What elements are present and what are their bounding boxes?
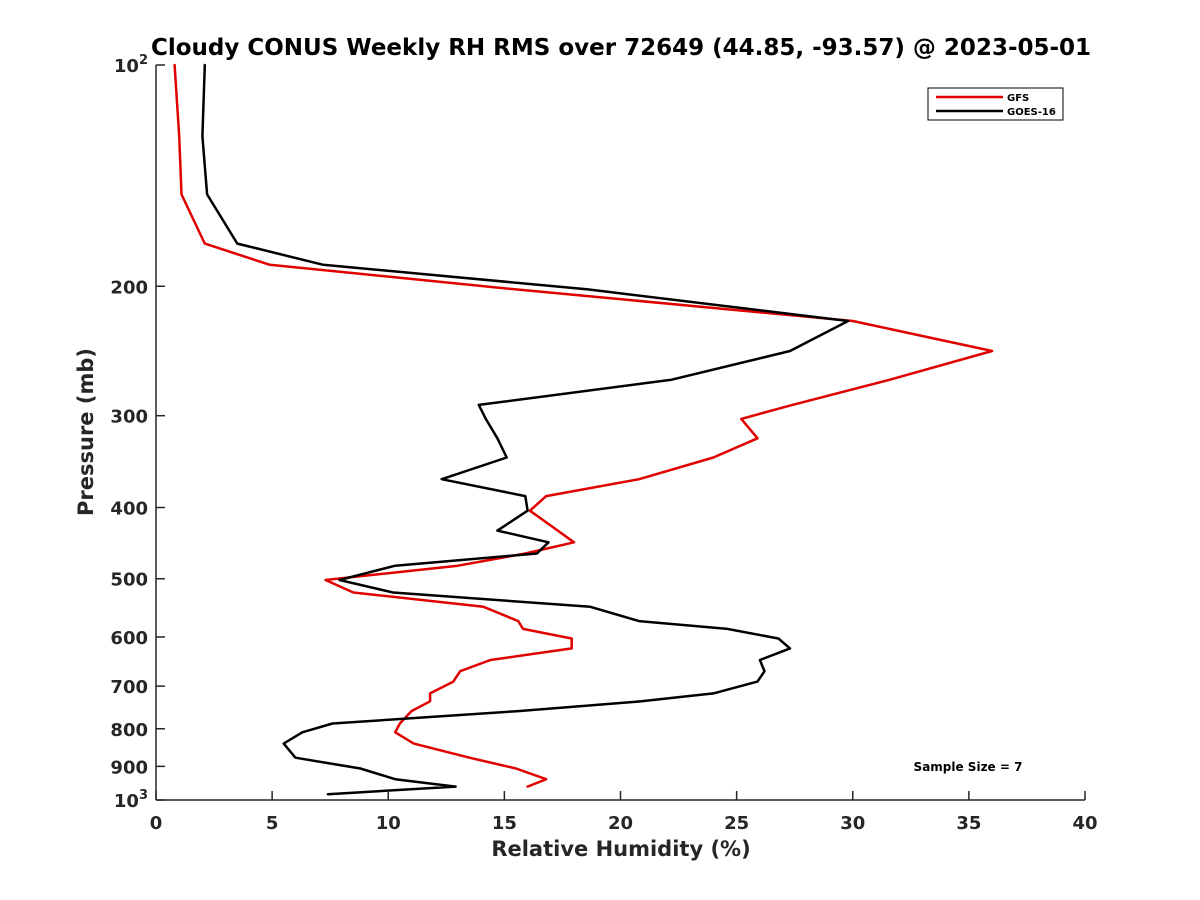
legend: GFS GOES-16	[927, 87, 1064, 121]
y-tick-label: 103	[114, 788, 148, 812]
x-tick-label: 40	[1072, 813, 1097, 834]
chart-title: Cloudy CONUS Weekly RH RMS over 72649 (4…	[151, 35, 1091, 61]
y-tick-label: 400	[110, 499, 148, 520]
y-tick-label: 800	[110, 720, 148, 741]
legend-label-goes16: GOES-16	[1007, 107, 1056, 118]
x-tick-label: 15	[492, 813, 517, 834]
y-axis-label: Pressure (mb)	[74, 348, 98, 516]
y-tick-label: 700	[110, 677, 148, 698]
sample-size-annotation: Sample Size = 7	[914, 760, 1023, 774]
x-tick-label: 5	[266, 813, 279, 834]
series-line-goes16	[201, 63, 850, 796]
y-tick-label-base: 10	[114, 56, 139, 77]
y-tick-label: 900	[110, 757, 148, 778]
y-tick-label-base: 10	[114, 791, 139, 812]
y-tick-label-exponent: 2	[139, 53, 148, 68]
series-layer	[173, 63, 994, 796]
x-tick-label: 25	[724, 813, 749, 834]
y-tick-label-exponent: 3	[139, 788, 148, 803]
y-tick-label: 102	[114, 53, 148, 77]
x-tick-label: 0	[150, 813, 163, 834]
plot-background	[156, 65, 1085, 800]
x-tick-label: 10	[376, 813, 401, 834]
x-axis-ticks: 0 5 10 15 20 25 30 35 40	[150, 791, 1098, 834]
plot-area: 0 5 10 15 20 25 30 35 40 10220030040050060070080…	[110, 53, 1097, 834]
legend-box	[927, 87, 1064, 121]
x-tick-label: 20	[608, 813, 633, 834]
y-tick-label: 500	[110, 570, 148, 591]
x-tick-label: 30	[840, 813, 865, 834]
legend-label-gfs: GFS	[1007, 93, 1029, 104]
series-line-gfs	[173, 63, 994, 788]
x-tick-label: 35	[956, 813, 981, 834]
x-axis-label: Relative Humidity (%)	[491, 837, 750, 861]
y-tick-label: 600	[110, 628, 148, 649]
y-tick-label: 200	[110, 277, 148, 298]
y-tick-label: 300	[110, 407, 148, 428]
